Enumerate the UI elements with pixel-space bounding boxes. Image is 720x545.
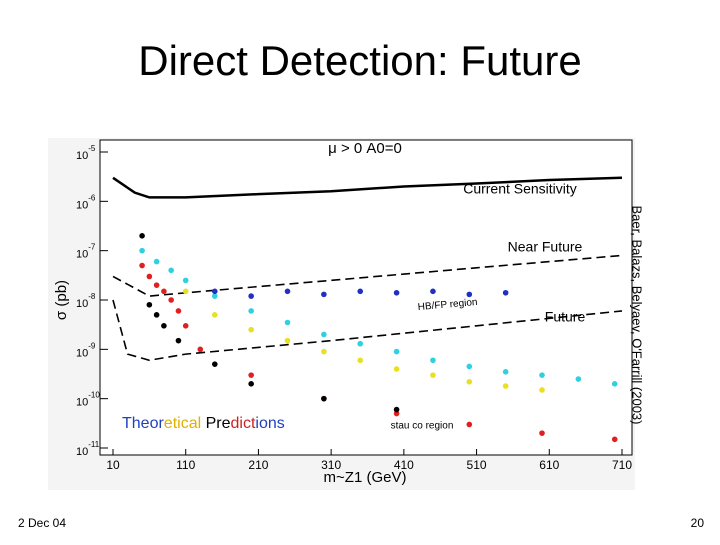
label-part: Pre <box>201 415 230 432</box>
data-point <box>212 293 218 299</box>
data-point <box>153 282 160 288</box>
data-point <box>466 378 473 385</box>
label-part: etical <box>164 415 201 432</box>
x-tick-label: 310 <box>321 458 341 472</box>
data-point <box>139 262 145 269</box>
x-tick-label: 710 <box>612 458 632 472</box>
label-part: ions <box>255 415 284 432</box>
x-axis-label: m~Z1 (GeV) <box>324 469 407 486</box>
data-point <box>430 288 436 295</box>
data-point <box>321 331 327 338</box>
plot-frame <box>99 139 633 456</box>
data-point <box>430 372 436 378</box>
data-point <box>393 366 400 372</box>
data-point <box>575 376 582 382</box>
y-axis-label: σ (pb) <box>53 280 70 320</box>
page-number: 20 <box>691 516 705 530</box>
data-point <box>139 233 145 239</box>
data-point <box>182 277 189 284</box>
data-point <box>284 288 291 295</box>
data-point <box>502 289 509 296</box>
chart-title: μ > 0 A0=0 <box>328 140 402 157</box>
y-tick-label: 10-11 <box>76 440 100 458</box>
y-tick-label: 10-10 <box>76 391 100 409</box>
data-point <box>430 357 436 364</box>
x-tick-label: 210 <box>248 458 268 472</box>
line <box>112 254 623 297</box>
y-tick-label: 10-7 <box>76 243 96 261</box>
data-point <box>357 288 364 295</box>
data-point <box>539 387 545 393</box>
data-point <box>168 297 174 303</box>
data-point <box>357 340 364 347</box>
data-point <box>248 308 254 314</box>
data-point <box>393 410 400 417</box>
line <box>112 176 623 199</box>
date: 2 Dec 04 <box>18 516 66 530</box>
x-tick-label: 610 <box>539 458 559 472</box>
data-point <box>466 421 473 428</box>
data-point <box>321 395 327 402</box>
data-point <box>161 288 167 295</box>
data-point <box>153 258 160 265</box>
data-point <box>175 308 182 314</box>
data-point <box>182 322 189 329</box>
series-label: Near Future <box>508 239 583 255</box>
data-point <box>611 381 618 387</box>
annotation: stau co region <box>391 421 454 432</box>
data-point <box>197 346 204 353</box>
x-tick-label: 10 <box>106 458 120 472</box>
x-tick-label: 410 <box>394 458 414 472</box>
credit: Baer, Balazs, Belyaev, O'Farrill (2003) <box>630 206 645 425</box>
data-point <box>502 369 509 375</box>
data-point <box>248 372 254 378</box>
data-point <box>161 322 167 329</box>
data-point <box>466 363 473 370</box>
data-point <box>321 291 327 298</box>
data-point <box>248 381 254 387</box>
data-point <box>284 319 291 326</box>
x-tick-label: 510 <box>467 458 487 472</box>
series-label: Current Sensitivity <box>463 181 577 197</box>
series-label: Future <box>545 309 586 325</box>
x-tick-label: 110 <box>176 458 195 472</box>
data-point <box>466 291 473 298</box>
data-point <box>248 326 254 333</box>
label-part: dict <box>231 415 256 432</box>
data-point <box>393 348 400 355</box>
data-point <box>146 273 153 280</box>
data-point <box>611 436 618 443</box>
y-tick-label: 10-6 <box>76 193 96 211</box>
label-part: Theor <box>122 415 164 432</box>
slide-title: Direct Detection: Future <box>138 37 582 84</box>
annotation: HB/FP region <box>417 297 478 313</box>
data-point <box>248 293 254 299</box>
data-point <box>539 430 545 436</box>
data-point <box>212 361 218 367</box>
data-point <box>357 357 364 364</box>
data-point <box>168 267 174 274</box>
y-tick-label: 10-9 <box>76 341 96 359</box>
data-point <box>393 406 400 413</box>
data-point <box>175 337 182 344</box>
data-point <box>321 348 327 355</box>
data-point <box>212 288 218 295</box>
data-point <box>502 383 509 389</box>
data-point <box>539 372 545 378</box>
data-point <box>139 247 145 254</box>
y-tick-label: 10-5 <box>76 144 96 162</box>
data-point <box>393 289 400 296</box>
data-point <box>212 312 218 318</box>
data-point <box>284 337 291 344</box>
data-point <box>153 312 160 318</box>
y-tick-label: 10-8 <box>76 292 96 310</box>
line <box>112 299 623 362</box>
data-point <box>182 288 189 295</box>
predictions-label: Theoretical Predictions <box>122 415 285 432</box>
data-point <box>146 301 153 308</box>
